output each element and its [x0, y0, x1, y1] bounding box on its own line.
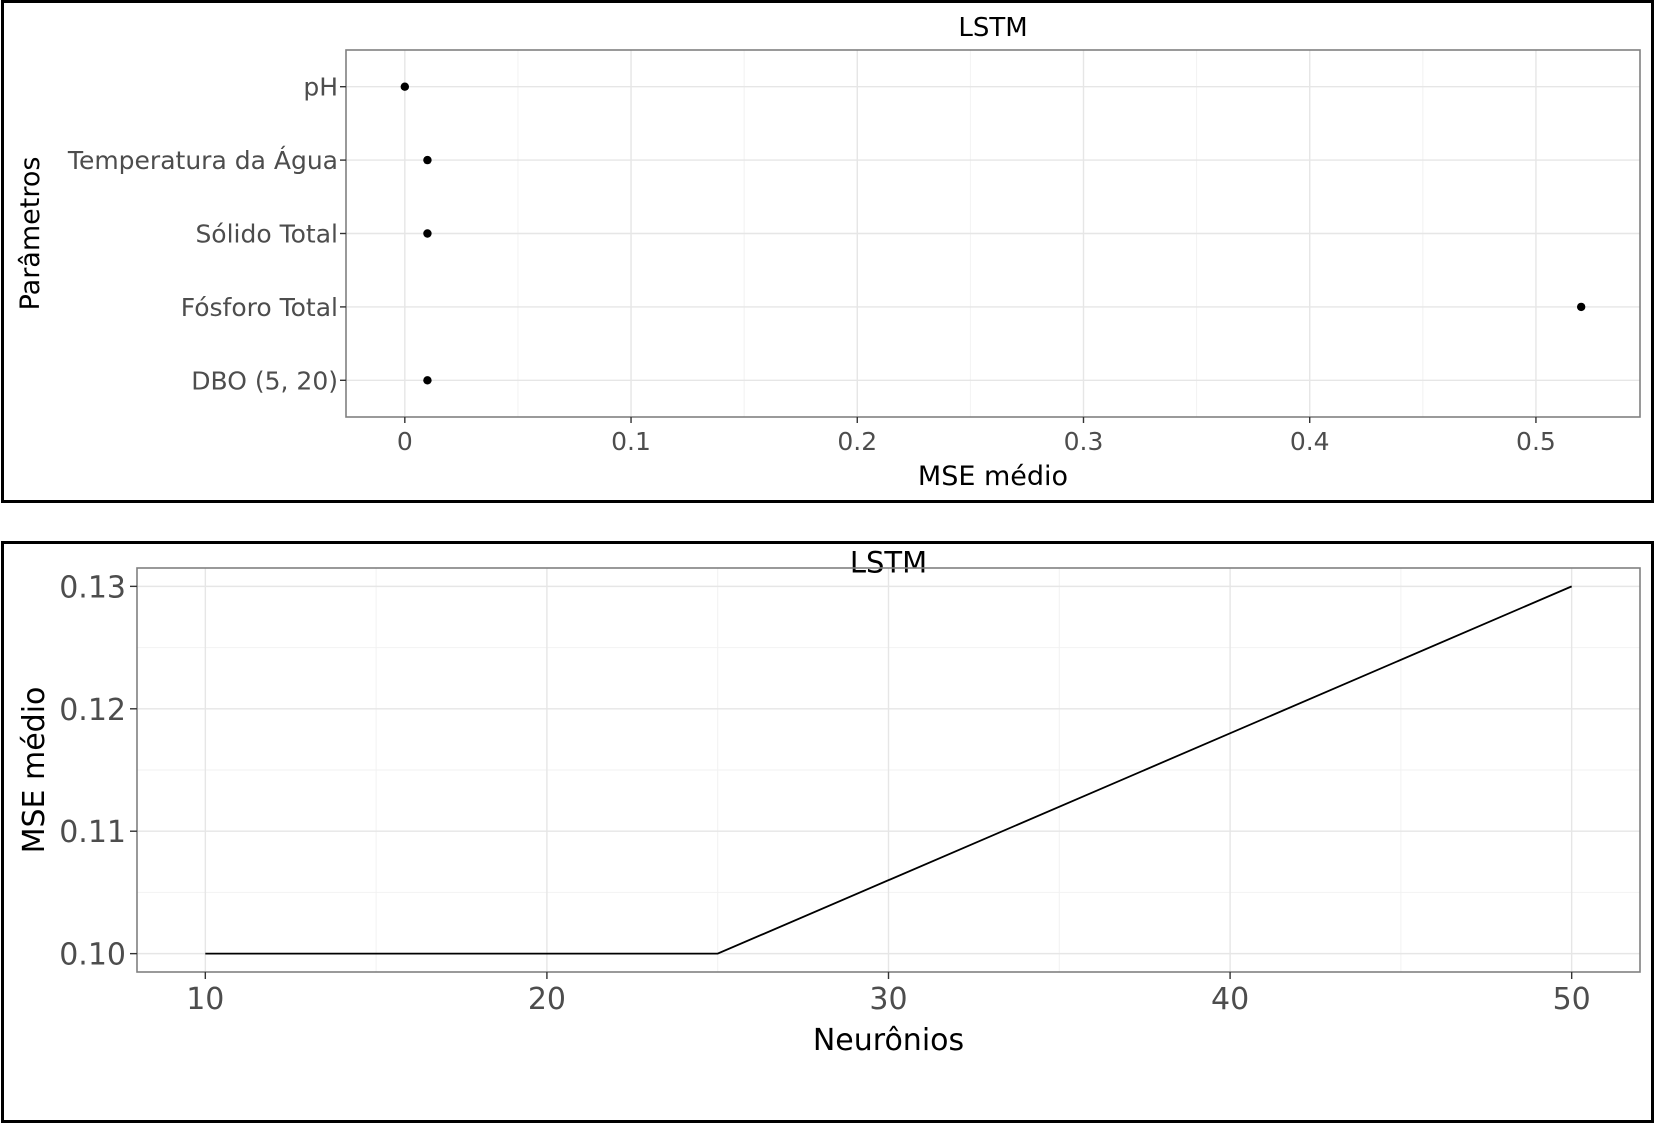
y-tick-label: Fósforo Total [181, 293, 338, 322]
x-axis-title: MSE médio [918, 461, 1068, 492]
x-tick-label: 0.4 [1290, 427, 1330, 456]
data-point [423, 376, 432, 385]
y-tick-label: 0.13 [59, 570, 126, 605]
y-tick-label: DBO (5, 20) [191, 366, 338, 395]
x-axis-title: Neurônios [813, 1023, 964, 1058]
y-tick-label: pH [303, 73, 338, 102]
x-tick-label: 0 [397, 427, 413, 456]
x-tick-label: 0.3 [1064, 427, 1104, 456]
chart-title: LSTM [958, 13, 1027, 43]
top-chart-panel: LSTM MSE médio Parâmetros 0 0.1 0.2 0.3 0.4 0… [1, 0, 1654, 503]
y-tick-label: Sólido Total [195, 220, 338, 249]
y-tick-label: 0.10 [59, 938, 126, 973]
x-tick-label: 0.2 [837, 427, 877, 456]
x-tick-label: 20 [528, 982, 566, 1017]
bottom-chart-panel: LSTM Neurônios MSE médio 10 20 30 40 50 0.10 0… [1, 541, 1654, 1123]
y-tick-label: Temperatura da Água [67, 146, 338, 175]
x-tick-label: 0.5 [1516, 427, 1556, 456]
y-axis-title: MSE médio [17, 687, 52, 854]
y-axis-title: Parâmetros [15, 157, 46, 311]
series-line [205, 585, 1573, 955]
data-point [423, 155, 432, 165]
y-tick-label: 0.12 [59, 693, 126, 728]
data-point [423, 229, 432, 238]
x-tick-label: 10 [186, 982, 224, 1017]
x-tick-label: 40 [1211, 982, 1249, 1017]
data-point [1576, 302, 1586, 312]
x-tick-label: 50 [1553, 982, 1591, 1017]
dot-chart: LSTM MSE médio Parâmetros 0 0.1 0.2 0.3 0.4 0… [15, 13, 1641, 492]
y-tick-label: 0.11 [59, 815, 126, 850]
data-point [400, 82, 410, 91]
line-chart: LSTM Neurônios MSE médio 10 20 30 40 500.100… [17, 546, 1641, 1058]
x-tick-label: 30 [869, 982, 907, 1017]
x-tick-label: 0.1 [611, 427, 651, 456]
